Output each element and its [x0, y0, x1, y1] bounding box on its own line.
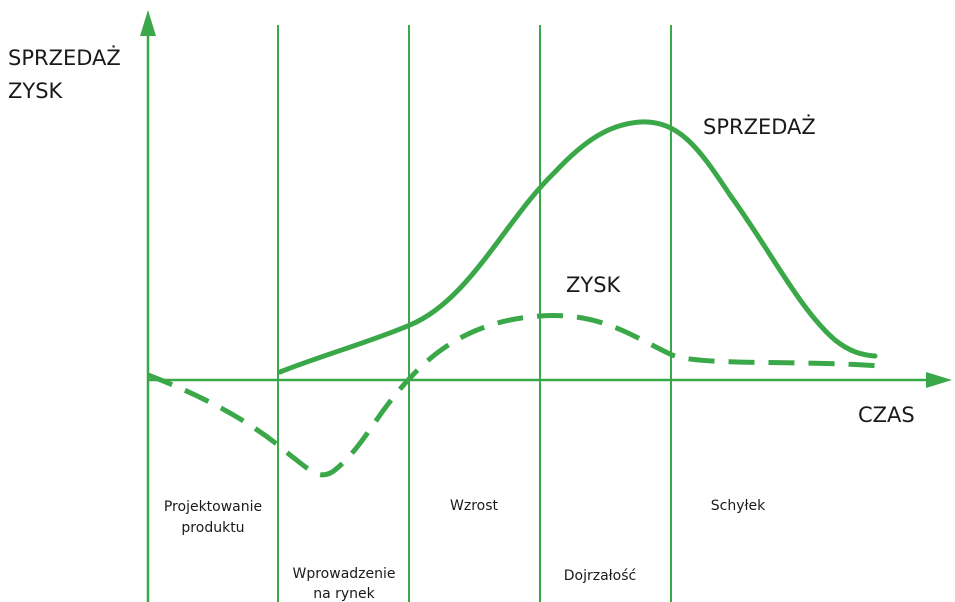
sales-curve-label: SPRZEDAŻ — [703, 114, 816, 139]
profit-curve-label: ZYSK — [566, 273, 622, 297]
y-axis-label-line-1: SPRZEDAŻ — [8, 45, 121, 70]
stage-label-design-line-2: produktu — [181, 520, 244, 536]
sales-curve — [277, 119, 878, 375]
y-axis-label-line-2: ZYSK — [8, 79, 64, 103]
profit-curve — [147, 313, 881, 478]
stage-label-maturity: Dojrzałość — [564, 568, 636, 584]
stage-label-growth: Wzrost — [450, 498, 498, 514]
x-axis-arrowhead — [926, 372, 952, 388]
stage-label-decline: Schyłek — [711, 498, 766, 514]
stage-label-design-line-1: Projektowanie — [164, 499, 262, 515]
stage-label-introduction-line-1: Wprowadzenie — [293, 566, 396, 582]
stage-label-introduction-line-2: na rynek — [313, 586, 375, 602]
y-axis-arrowhead — [140, 10, 156, 36]
x-axis-label: CZAS — [858, 403, 915, 427]
